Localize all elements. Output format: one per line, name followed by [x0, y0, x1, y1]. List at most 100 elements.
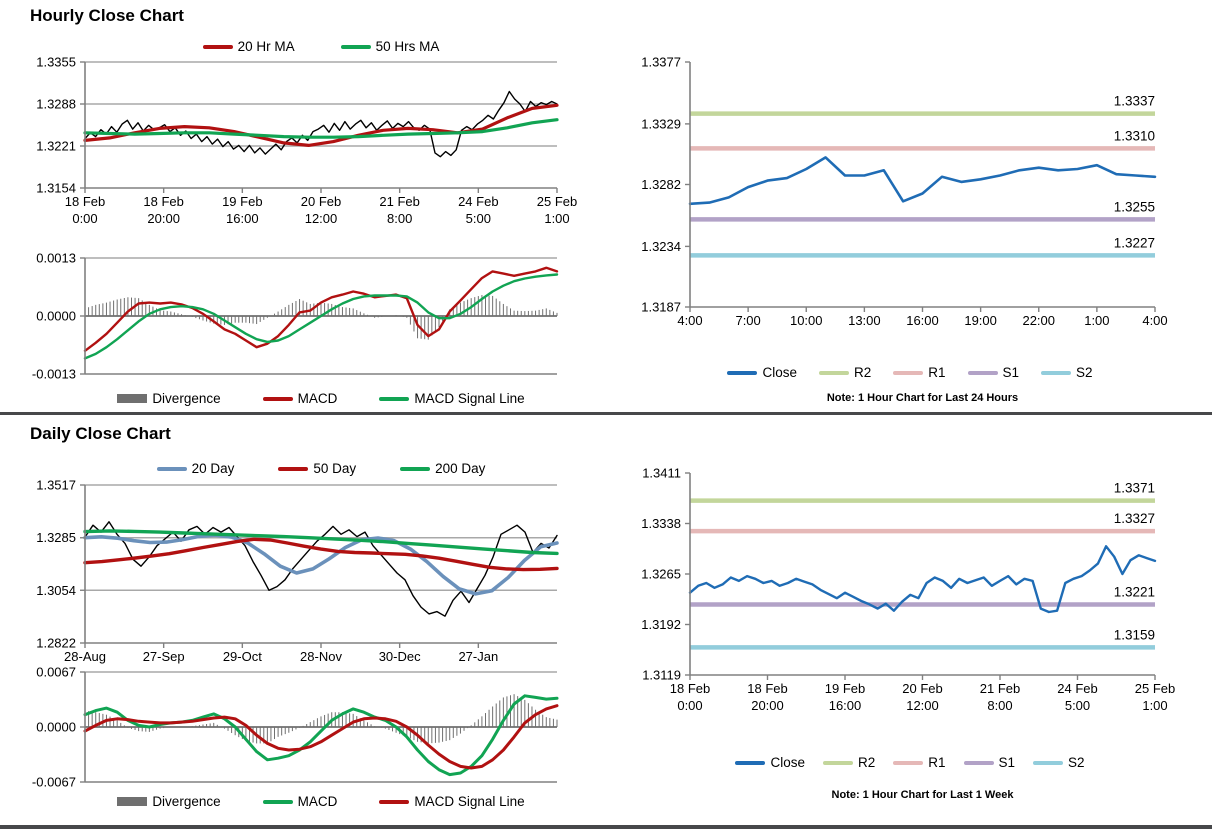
line-swatch-icon — [156, 466, 187, 471]
x-tick-label: 0:00 — [72, 211, 97, 226]
y-tick-label: 0.0067 — [36, 665, 76, 680]
x-tick-label: 28-Nov — [300, 649, 342, 664]
line-swatch-icon — [202, 44, 233, 49]
x-tick-label: 30-Dec — [379, 649, 421, 664]
legend-item-r1: R1 — [893, 365, 946, 380]
line-swatch-icon — [1041, 370, 1072, 375]
legend-hourly-price: 20 Hr MA 50 Hrs MA — [85, 39, 557, 54]
y-tick-label: 1.3285 — [36, 530, 76, 545]
x-tick-label: 7:00 — [735, 313, 760, 328]
y-tick-label: 1.3329 — [641, 116, 681, 131]
legend-item-50-day: 50 Day — [278, 461, 356, 476]
legend-item-r2: R2 — [822, 755, 876, 770]
level-label-R2: 1.3371 — [1114, 481, 1155, 496]
legend-label: Close — [770, 755, 805, 770]
legend-daily-pivot: Close R2 R1 S1 S2 — [660, 755, 1160, 770]
legend-item-divergence: Divergence — [117, 391, 221, 406]
legend-label: R2 — [857, 755, 876, 770]
series-macd-signal-line — [83, 273, 559, 360]
line-swatch-icon — [278, 466, 309, 471]
legend-daily-price: 20 Day 50 Day 200 Day — [85, 461, 557, 476]
legend-item-s2: S2 — [1041, 365, 1093, 380]
x-tick-label: 20:00 — [751, 698, 784, 713]
x-tick-label: 16:00 — [226, 211, 259, 226]
line-swatch-icon — [400, 466, 431, 471]
level-label-S1: 1.3221 — [1114, 584, 1155, 599]
line-swatch-icon — [963, 760, 994, 765]
x-tick-label: 10:00 — [790, 313, 823, 328]
line-swatch-icon — [818, 370, 849, 375]
legend-label: S2 — [1068, 755, 1085, 770]
y-tick-label: 0.0000 — [36, 720, 76, 735]
x-tick-label: 4:00 — [1142, 313, 1167, 328]
level-label-R1: 1.3327 — [1114, 511, 1155, 526]
legend-label: 50 Day — [313, 461, 357, 476]
y-tick-label: -0.0013 — [32, 367, 76, 382]
y-tick-label: 1.3288 — [36, 97, 76, 112]
line-swatch-icon — [379, 799, 410, 804]
x-tick-label: 5:00 — [1065, 698, 1090, 713]
legend-label: R2 — [853, 365, 872, 380]
legend-label: Divergence — [152, 794, 221, 809]
line-swatch-icon — [262, 799, 293, 804]
series-20-day — [83, 533, 559, 596]
legend-item-50-hrs-ma: 50 Hrs MA — [340, 39, 439, 54]
level-label-S1: 1.3255 — [1114, 199, 1155, 214]
legend-item-20-day: 20 Day — [156, 461, 235, 476]
legend-label: R1 — [928, 755, 946, 770]
legend-item-r2: R2 — [818, 365, 872, 380]
line-swatch-icon — [893, 760, 924, 765]
x-tick-label: 24 Feb — [1057, 681, 1097, 696]
series-20-hr-ma — [83, 103, 559, 147]
x-tick-label: 19 Feb — [222, 194, 262, 209]
x-tick-label: 28-Aug — [64, 649, 106, 664]
legend-item-20-hr-ma: 20 Hr MA — [202, 39, 295, 54]
x-tick-label: 29-Oct — [223, 649, 262, 664]
legend-item-macd: MACD — [262, 794, 338, 809]
legend-label: MACD — [297, 794, 338, 809]
series-daily-close — [84, 521, 558, 617]
legend-item-macd-signal-line: MACD Signal Line — [379, 391, 525, 406]
line-swatch-icon — [727, 370, 758, 375]
x-tick-label: 12:00 — [305, 211, 338, 226]
x-tick-label: 12:00 — [906, 698, 939, 713]
series-hourly-close — [84, 90, 558, 158]
section-divider-bottom — [0, 825, 1212, 829]
bar-swatch-icon — [117, 394, 148, 403]
legend-item-close: Close — [727, 365, 797, 380]
level-label-R2: 1.3337 — [1114, 94, 1155, 109]
series-macd — [83, 266, 559, 352]
x-tick-label: 18 Feb — [670, 681, 710, 696]
level-label-R1: 1.3310 — [1114, 128, 1155, 143]
legend-label: 20 Hr MA — [237, 39, 295, 54]
x-tick-label: 25 Feb — [1135, 681, 1175, 696]
x-tick-label: 1:00 — [1142, 698, 1167, 713]
line-swatch-icon — [822, 760, 853, 765]
series-close — [688, 545, 1157, 614]
y-tick-label: 1.2822 — [36, 636, 76, 651]
legend-item-divergence: Divergence — [117, 794, 221, 809]
line-swatch-icon — [967, 370, 998, 375]
legend-label: S1 — [998, 755, 1016, 770]
y-tick-label: 0.0000 — [36, 309, 76, 324]
x-tick-label: 16:00 — [906, 313, 939, 328]
series-50-hrs-ma — [83, 118, 559, 139]
x-tick-label: 21 Feb — [379, 194, 419, 209]
legend-label: 20 Day — [191, 461, 235, 476]
y-tick-label: 1.3517 — [36, 478, 76, 493]
x-tick-label: 18 Feb — [65, 194, 105, 209]
line-swatch-icon — [262, 396, 293, 401]
legend-label: S1 — [1002, 365, 1020, 380]
line-swatch-icon — [379, 396, 410, 401]
legend-label: MACD Signal Line — [414, 794, 525, 809]
legend-item-s1: S1 — [963, 755, 1016, 770]
legend-item-s2: S2 — [1033, 755, 1085, 770]
x-tick-label: 5:00 — [466, 211, 491, 226]
x-tick-label: 20 Feb — [902, 681, 942, 696]
legend-label: S2 — [1076, 365, 1093, 380]
line-swatch-icon — [735, 760, 766, 765]
x-tick-label: 8:00 — [987, 698, 1012, 713]
legend-hourly-macd: Divergence MACD MACD Signal Line — [85, 391, 557, 406]
section-title-daily: Daily Close Chart — [30, 424, 171, 443]
